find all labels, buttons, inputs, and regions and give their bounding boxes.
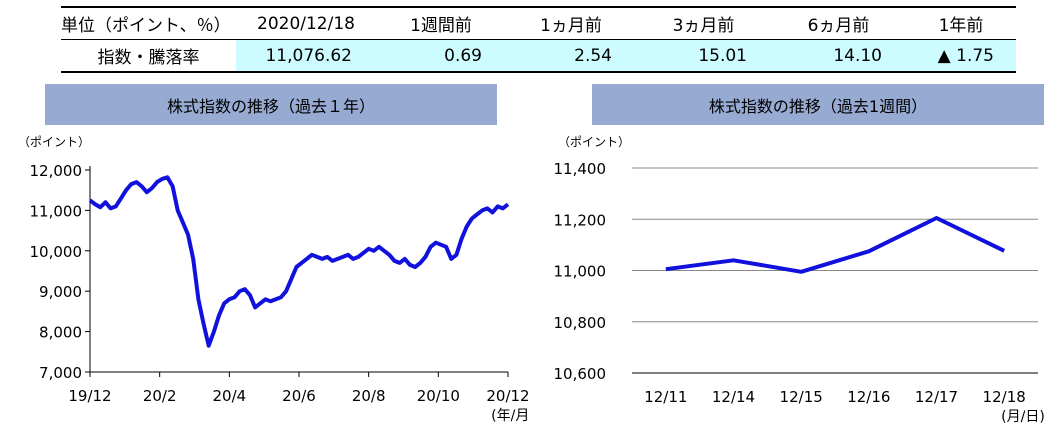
year1-header: 1年前	[906, 6, 1016, 40]
chart1-x-tick-label: 20/2	[143, 387, 177, 405]
chart1-x-tick-label: 20/4	[212, 387, 246, 405]
chart1-y-tick-label: 8,000	[39, 324, 82, 342]
index-summary-table: 単位（ポイント、％） 2020/12/18 1週間前 1ヵ月前 3ヵ月前 6ヵ月…	[61, 6, 1016, 73]
chart1-x-tick-label: 20/12	[486, 387, 528, 405]
chart2-x-tick-label: 12/15	[780, 388, 823, 406]
chart1-y-tick-label: 10,000	[30, 243, 83, 261]
chart1-x-tick-label: 20/6	[282, 387, 316, 405]
table-header-row: 単位（ポイント、％） 2020/12/18 1週間前 1ヵ月前 3ヵ月前 6ヵ月…	[61, 6, 1016, 40]
chart1-y-unit: （ポイント）	[18, 135, 90, 149]
chart2-y-tick-label: 11,200	[554, 211, 607, 229]
chart2-y-tick-label: 11,400	[554, 160, 607, 178]
chart1-x-tick-label: 19/12	[68, 387, 111, 405]
value-month6: 14.10	[771, 39, 906, 73]
chart1-x-unit: (年/月)	[491, 408, 528, 424]
chart2-y-tick-label: 10,600	[554, 365, 607, 383]
month6-header: 6ヵ月前	[771, 6, 906, 40]
table-row: 指数・騰落率 11,076.62 0.69 2.54 15.01 14.10 ▲…	[61, 39, 1016, 73]
chart1-x-tick-label: 20/10	[417, 387, 460, 405]
month1-header: 1ヵ月前	[506, 6, 636, 40]
chart2-title: 株式指数の推移（過去1週間）	[592, 84, 1044, 125]
chart2-series-line	[665, 216, 1006, 274]
value-week: 0.69	[376, 39, 506, 73]
chart-weekly: （ポイント） 11,400 11,200 11,000 10,800 10,600 12/1…	[554, 135, 1045, 425]
chart1-x-tick-label: 20/8	[352, 387, 386, 405]
date-header: 2020/12/18	[236, 6, 376, 40]
chart1-series-line	[88, 175, 510, 348]
month3-header: 3ヵ月前	[636, 6, 771, 40]
value-year1: ▲ 1.75	[906, 39, 1016, 73]
chart2-x-tick-label: 12/11	[644, 388, 687, 406]
chart2-y-tick-label: 10,800	[554, 314, 607, 332]
row-label: 指数・騰落率	[61, 39, 236, 73]
chart2-x-tick-label: 12/14	[712, 388, 755, 406]
value-month1: 2.54	[506, 39, 636, 73]
chart2-y-unit: （ポイント）	[558, 135, 630, 149]
chart1-y-tick-label: 9,000	[39, 283, 82, 301]
chart1-y-tick-label: 12,000	[30, 162, 83, 180]
chart1-y-tick-label: 11,000	[30, 202, 83, 220]
chart2-x-tick-label: 12/16	[847, 388, 890, 406]
chart2-y-tick-label: 11,000	[554, 263, 607, 281]
unit-header: 単位（ポイント、％）	[61, 6, 236, 40]
chart1-y-tick-label: 7,000	[39, 364, 82, 382]
chart1-title: 株式指数の推移（過去１年）	[45, 84, 497, 125]
chart2-x-tick-label: 12/18	[983, 388, 1026, 406]
chart2-x-unit: (月/日)	[1001, 409, 1045, 425]
chart2-x-tick-label: 12/17	[915, 388, 958, 406]
week-header: 1週間前	[376, 6, 506, 40]
chart-yearly: （ポイント） 12,000 11,000 10,000 9,000 8,000 7,000 1…	[18, 135, 528, 424]
value-month3: 15.01	[636, 39, 771, 73]
value-index: 11,076.62	[236, 39, 376, 73]
